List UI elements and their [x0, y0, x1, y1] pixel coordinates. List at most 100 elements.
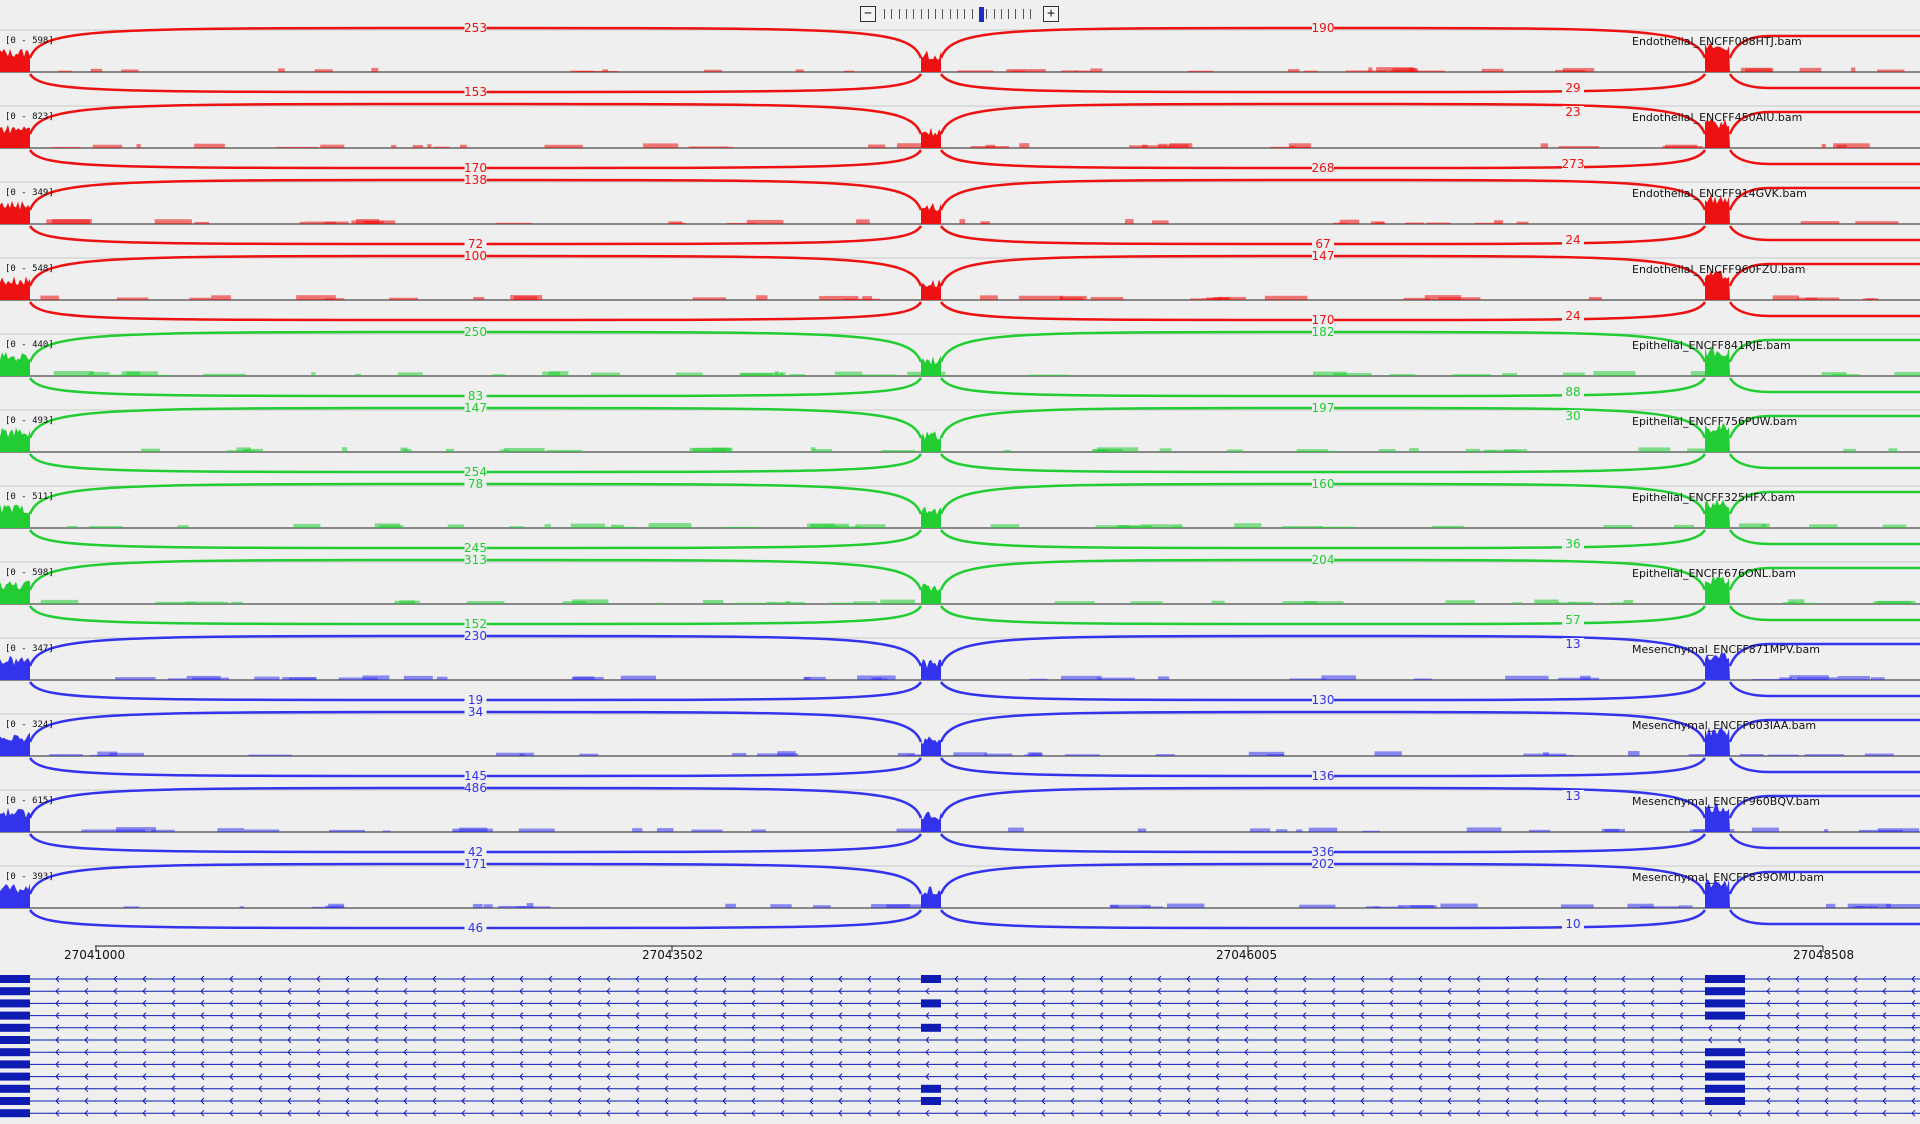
transcript-row[interactable]: [0, 1023, 1920, 1032]
strand-arrow-icon: [258, 1085, 263, 1093]
intron-coverage: [452, 828, 493, 832]
junction-arc[interactable]: [1728, 377, 1920, 394]
junction-arc[interactable]: [939, 909, 1707, 930]
transcript-row[interactable]: [0, 987, 1920, 996]
track-file-name[interactable]: Mesenchymal_ENCFF871MPV.bam: [1632, 643, 1820, 656]
intron-coverage: [1054, 601, 1095, 604]
bam-track[interactable]: 313 152 204 57: [0, 553, 1920, 631]
junction-arc[interactable]: [939, 786, 1707, 819]
junction-arc[interactable]: [939, 710, 1707, 743]
strand-arrow-icon: [1070, 1061, 1075, 1068]
bam-track[interactable]: 34 145 136: [0, 705, 1920, 783]
junction-arc[interactable]: [1728, 110, 1920, 135]
junction-arc[interactable]: [1728, 909, 1920, 926]
junction-arc[interactable]: [1728, 34, 1920, 59]
bam-track[interactable]: 230 19 130 13: [0, 629, 1920, 707]
strand-arrow-icon: [693, 1061, 698, 1068]
transcript-row[interactable]: [0, 1097, 1920, 1105]
junction-arc[interactable]: [1728, 794, 1920, 819]
strand-arrow-icon: [1621, 1000, 1626, 1007]
bam-track[interactable]: 138 72 67 24: [0, 173, 1920, 251]
bam-track[interactable]: 253 153 190 29: [0, 21, 1920, 99]
track-file-name[interactable]: Endothelial_ENCFF088HTJ.bam: [1632, 35, 1802, 48]
junction-arc[interactable]: [1728, 566, 1920, 591]
junction-arc[interactable]: [1728, 833, 1920, 850]
junction-arc[interactable]: [939, 453, 1707, 474]
track-file-name[interactable]: Endothelial_ENCFF914GVK.bam: [1632, 187, 1807, 200]
bam-track[interactable]: 78 245 160 36: [0, 477, 1920, 555]
transcript-row[interactable]: [0, 1060, 1920, 1069]
junction-arc[interactable]: [1728, 149, 1920, 166]
strand-arrow-icon: [1824, 1036, 1829, 1044]
junction-arc[interactable]: [1728, 757, 1920, 774]
bam-track[interactable]: 486 42 336 13: [0, 781, 1920, 859]
zoom-level-slider[interactable]: [884, 7, 1036, 22]
track-file-name[interactable]: Epithelial_ENCFF841RJE.bam: [1632, 339, 1791, 352]
track-file-name[interactable]: Epithelial_ENCFF325HFX.bam: [1632, 491, 1796, 504]
track-file-name[interactable]: Endothelial_ENCFF450AIU.bam: [1632, 111, 1803, 124]
junction-arc[interactable]: [939, 102, 1707, 135]
junction-arc[interactable]: [1728, 301, 1920, 318]
junction-arc[interactable]: [1728, 870, 1920, 895]
intron-coverage: [135, 374, 171, 376]
zoom-slider-thumb[interactable]: [978, 7, 984, 22]
transcript-row[interactable]: [0, 1084, 1920, 1093]
strand-arrow-icon: [751, 1073, 756, 1080]
track-file-name[interactable]: Epithelial_ENCFF756PUW.bam: [1632, 415, 1798, 428]
junction-arc[interactable]: [1728, 73, 1920, 90]
junction-arc[interactable]: [1728, 529, 1920, 546]
junction-arc[interactable]: [1728, 718, 1920, 743]
strand-arrow-icon: [1853, 1048, 1858, 1056]
junction-arc[interactable]: [1728, 605, 1920, 622]
junction-arc[interactable]: [1728, 453, 1920, 470]
strand-arrow-icon: [809, 1085, 814, 1093]
junction-arc[interactable]: [939, 634, 1707, 667]
junction-arc[interactable]: [939, 73, 1707, 94]
junction-arc[interactable]: [1728, 414, 1920, 439]
track-file-name[interactable]: Epithelial_ENCFF676ONL.bam: [1632, 567, 1796, 580]
junction-arc[interactable]: [1728, 338, 1920, 363]
junction-arc[interactable]: [1728, 186, 1920, 211]
junction-arc[interactable]: [939, 605, 1707, 626]
zoom-out-button[interactable]: −: [860, 6, 876, 22]
junction-arc[interactable]: [1728, 490, 1920, 515]
strand-arrow-icon: [693, 987, 698, 995]
junction-arc[interactable]: [1728, 225, 1920, 242]
track-file-name[interactable]: Mesenchymal_ENCFF960BQV.bam: [1632, 795, 1821, 808]
strand-arrow-icon: [113, 1061, 118, 1068]
junction-arc[interactable]: [939, 377, 1707, 398]
intron-coverage: [1836, 144, 1848, 148]
intron-coverage: [192, 677, 229, 680]
transcript-row[interactable]: [0, 1011, 1920, 1020]
transcript-row[interactable]: [0, 1036, 1920, 1044]
strand-arrow-icon: [432, 975, 437, 983]
bam-track[interactable]: 100 147 170 24: [0, 249, 1920, 327]
transcript-exon: [0, 1048, 30, 1057]
transcript-row[interactable]: [0, 999, 1920, 1008]
junction-arc[interactable]: [28, 301, 923, 322]
transcript-track[interactable]: [0, 975, 1920, 1118]
track-file-name[interactable]: Mesenchymal_ENCFF839OMU.bam: [1632, 871, 1824, 884]
junction-arc[interactable]: [1728, 262, 1920, 287]
junction-arc[interactable]: [939, 529, 1707, 550]
junction-arc[interactable]: [1728, 642, 1920, 667]
transcript-row[interactable]: [0, 975, 1920, 983]
junction-arc[interactable]: [28, 102, 923, 135]
bam-track[interactable]: 170 268 23 273: [0, 102, 1920, 175]
bam-track[interactable]: 171 46 202 10: [0, 857, 1920, 935]
junction-arc[interactable]: [939, 178, 1707, 211]
transcript-row[interactable]: [0, 1109, 1920, 1118]
bam-track[interactable]: 250 83 182 88: [0, 325, 1920, 403]
junction-arc[interactable]: [1728, 681, 1920, 698]
transcript-row[interactable]: [0, 1048, 1920, 1057]
junction-count: 30: [1565, 409, 1580, 423]
strand-arrow-icon: [780, 1000, 785, 1007]
strand-arrow-icon: [780, 1061, 785, 1068]
track-file-name[interactable]: Endothelial_ENCFF960FZU.bam: [1632, 263, 1806, 276]
track-file-name[interactable]: Mesenchymal_ENCFF603IAA.bam: [1632, 719, 1817, 732]
strand-arrow-icon: [1099, 1061, 1104, 1068]
strand-arrow-icon: [1853, 1085, 1858, 1093]
bam-track[interactable]: 147 254 197 30: [0, 401, 1920, 479]
transcript-row[interactable]: [0, 1072, 1920, 1081]
zoom-in-button[interactable]: +: [1043, 6, 1059, 22]
